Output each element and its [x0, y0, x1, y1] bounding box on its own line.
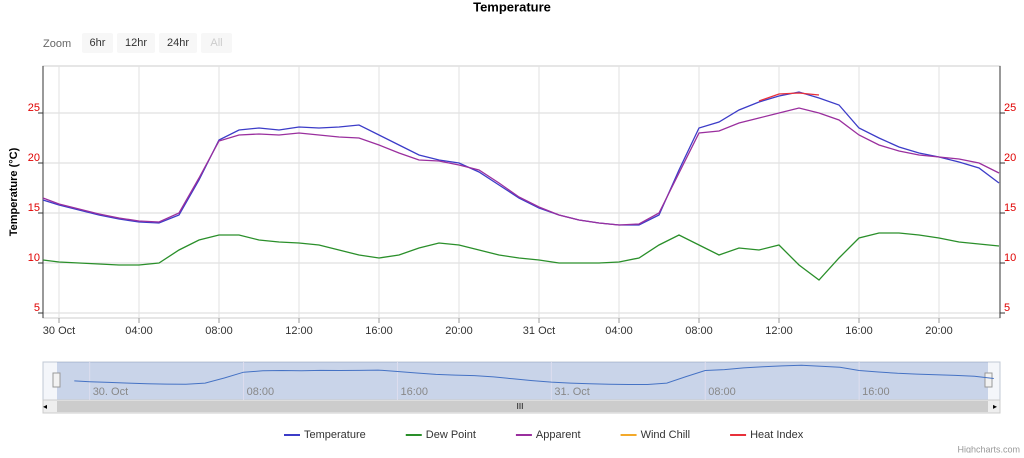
plot-border [42, 65, 1001, 319]
navigator-tick-label: 30. Oct [93, 386, 128, 398]
zoom-button-label[interactable]: 12hr [125, 37, 147, 49]
navigator-frame [42, 361, 1001, 401]
x-tick-label: 31 Oct [523, 325, 555, 337]
x-tick-label: 16:00 [845, 325, 873, 337]
legend-label[interactable]: Apparent [536, 429, 581, 441]
scroll-left[interactable]: ◂ [43, 402, 47, 411]
zoom-button-label[interactable]: 6hr [90, 37, 106, 49]
series-line [42, 107, 1000, 226]
series-line [42, 91, 1000, 226]
y2-tick-label: 25 [1004, 102, 1016, 114]
zoom-button [201, 33, 232, 53]
legend-label[interactable]: Heat Index [750, 429, 804, 441]
navigator-line [74, 364, 994, 385]
navigator-tick-label: 31. Oct [554, 386, 589, 398]
series-line [758, 92, 820, 102]
x-tick-label: 04:00 [605, 325, 633, 337]
scroll-right[interactable]: ▸ [993, 402, 997, 411]
navigator-handle[interactable] [52, 372, 61, 388]
navigator-tick-label: 16:00 [400, 386, 428, 398]
y-tick-label: 25 [28, 102, 40, 114]
zoom-button-label: All [210, 37, 222, 49]
x-tick-label: 20:00 [445, 325, 473, 337]
y-tick-label: 20 [28, 152, 40, 164]
zoom-label: Zoom [43, 38, 71, 50]
navigator-tick-label: 08:00 [708, 386, 736, 398]
y2-tick-label: 10 [1004, 252, 1016, 264]
x-tick-label: 08:00 [205, 325, 233, 337]
y-tick-label: 15 [28, 202, 40, 214]
legend-label[interactable]: Temperature [304, 429, 366, 441]
y2-tick-label: 15 [1004, 202, 1016, 214]
zoom-button-label[interactable]: 24hr [167, 37, 189, 49]
zoom-button[interactable] [82, 33, 113, 53]
x-tick-label: 04:00 [125, 325, 153, 337]
y2-tick-label: 20 [1004, 152, 1016, 164]
zoom-button[interactable] [117, 33, 155, 53]
x-tick-label: 08:00 [685, 325, 713, 337]
x-tick-label: 30 Oct [43, 325, 75, 337]
x-tick-label: 16:00 [365, 325, 393, 337]
x-tick-label: 20:00 [925, 325, 953, 337]
credits[interactable]: Highcharts.com [957, 444, 1020, 454]
scroll-grip: III [517, 402, 524, 411]
scrollbar-thumb[interactable] [57, 401, 988, 412]
navigator-handle[interactable] [984, 372, 993, 388]
navigator-tick-label: 08:00 [247, 386, 275, 398]
y-axis-title: Temperature (°C) [8, 147, 20, 236]
legend-label[interactable]: Dew Point [426, 429, 476, 441]
y-tick-label: 5 [34, 302, 40, 314]
chart-title: Temperature [473, 0, 551, 14]
series-line [42, 232, 1000, 281]
navigator-mask [57, 362, 988, 400]
x-tick-label: 12:00 [765, 325, 793, 337]
navigator-tick-label: 16:00 [862, 386, 890, 398]
x-tick-label: 12:00 [285, 325, 313, 337]
zoom-button[interactable] [159, 33, 197, 53]
legend-label[interactable]: Wind Chill [641, 429, 691, 441]
y-tick-label: 10 [28, 252, 40, 264]
y2-tick-label: 5 [1004, 302, 1010, 314]
